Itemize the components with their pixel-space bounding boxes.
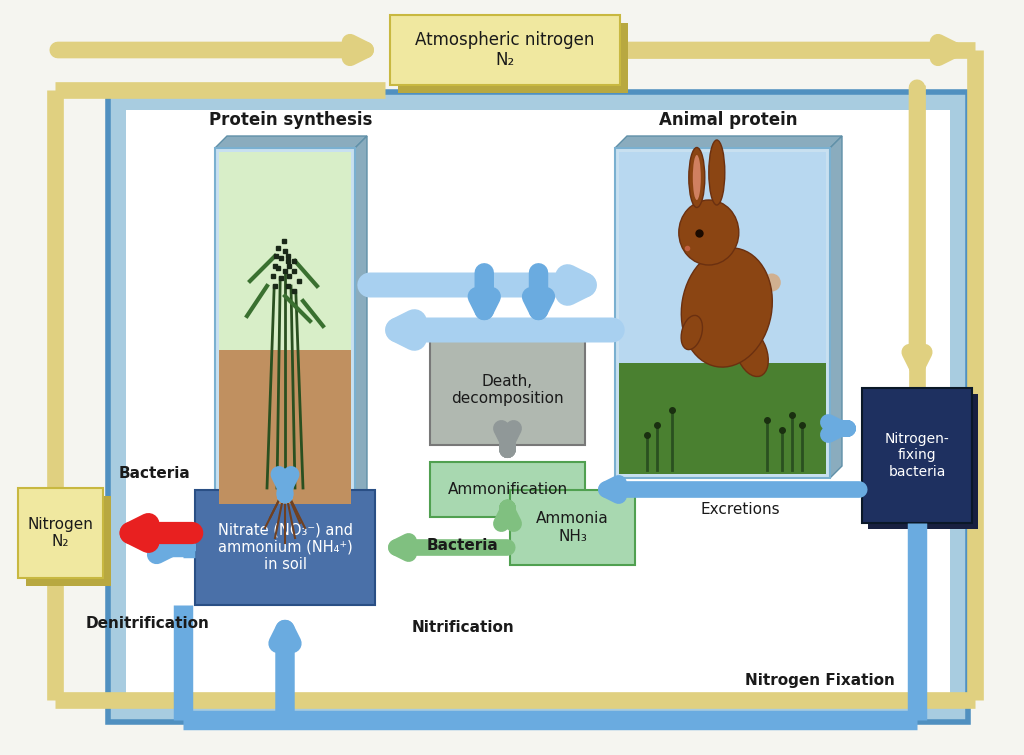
Text: Ammonia
NH₃: Ammonia NH₃ <box>537 511 609 544</box>
Ellipse shape <box>709 140 725 205</box>
FancyBboxPatch shape <box>430 335 585 445</box>
Ellipse shape <box>689 147 705 208</box>
FancyBboxPatch shape <box>510 490 635 565</box>
Text: Nitrification: Nitrification <box>412 621 514 636</box>
FancyBboxPatch shape <box>219 350 351 504</box>
FancyBboxPatch shape <box>195 490 375 605</box>
FancyBboxPatch shape <box>219 152 351 350</box>
FancyBboxPatch shape <box>398 23 628 93</box>
Ellipse shape <box>763 273 780 291</box>
FancyBboxPatch shape <box>18 488 103 578</box>
FancyBboxPatch shape <box>26 496 111 586</box>
Ellipse shape <box>681 248 772 367</box>
Text: Nitrogen Fixation: Nitrogen Fixation <box>745 673 895 688</box>
Polygon shape <box>830 136 842 478</box>
FancyBboxPatch shape <box>618 152 826 474</box>
Polygon shape <box>615 136 842 148</box>
FancyBboxPatch shape <box>390 15 620 85</box>
Text: Atmospheric nitrogen
N₂: Atmospheric nitrogen N₂ <box>416 31 595 69</box>
Text: Protein synthesis: Protein synthesis <box>209 111 373 129</box>
Polygon shape <box>215 136 367 148</box>
FancyBboxPatch shape <box>868 394 978 529</box>
Ellipse shape <box>693 155 700 200</box>
Text: Nitrogen
N₂: Nitrogen N₂ <box>28 517 93 549</box>
Text: Bacteria: Bacteria <box>119 467 190 482</box>
FancyBboxPatch shape <box>215 148 355 508</box>
Text: Animal protein: Animal protein <box>659 111 798 129</box>
Ellipse shape <box>681 316 702 350</box>
Text: Ammonification: Ammonification <box>447 482 567 497</box>
FancyBboxPatch shape <box>618 362 826 474</box>
FancyBboxPatch shape <box>862 388 972 523</box>
Ellipse shape <box>679 200 738 265</box>
Text: Death,
decomposition: Death, decomposition <box>452 374 564 406</box>
FancyBboxPatch shape <box>430 462 585 517</box>
Text: Excretions: Excretions <box>700 503 780 517</box>
Text: Bacteria: Bacteria <box>427 538 499 553</box>
Text: Denitrification: Denitrification <box>86 617 210 631</box>
Polygon shape <box>355 136 367 508</box>
FancyBboxPatch shape <box>615 148 830 478</box>
Ellipse shape <box>735 328 768 377</box>
FancyBboxPatch shape <box>108 92 968 722</box>
Text: Nitrogen-
fixing
bacteria: Nitrogen- fixing bacteria <box>885 433 949 479</box>
FancyBboxPatch shape <box>126 110 950 704</box>
Text: Nitrate (NO₃⁻) and
ammonium (NH₄⁺)
in soil: Nitrate (NO₃⁻) and ammonium (NH₄⁺) in so… <box>217 522 352 572</box>
